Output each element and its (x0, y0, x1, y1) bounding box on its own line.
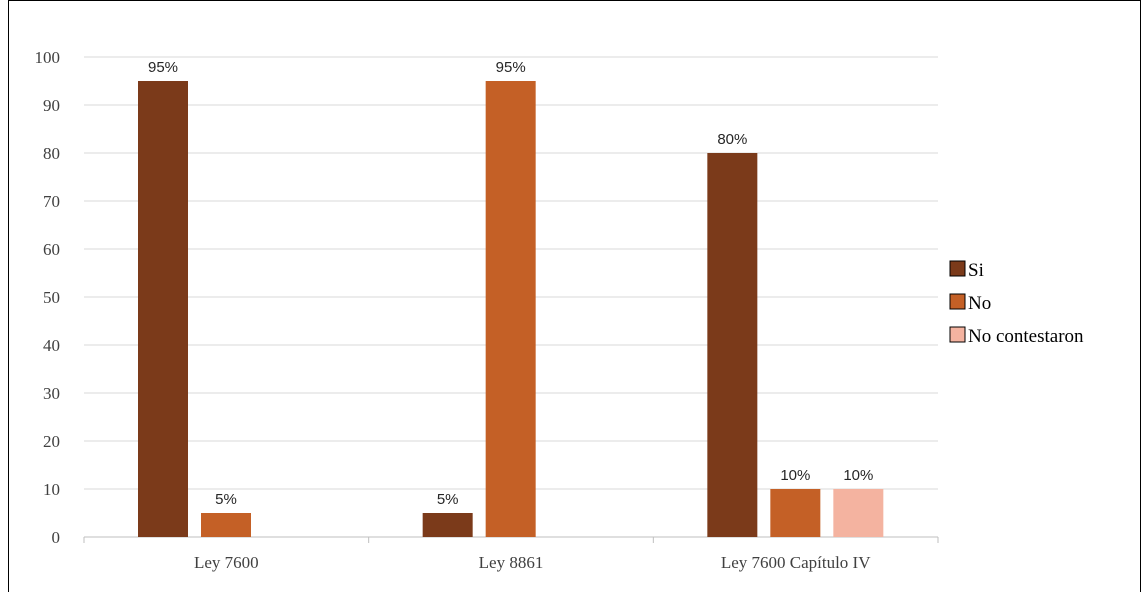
bar-no (485, 81, 536, 537)
bar-no (201, 513, 251, 537)
data-label: 5% (437, 491, 459, 508)
bar-si (138, 81, 188, 537)
x-tick-label: Ley 8861 (479, 553, 544, 572)
bar-si (707, 153, 758, 537)
data-label: 95% (496, 59, 526, 76)
y-tick-label: 60 (43, 240, 60, 259)
y-tick-label: 100 (35, 48, 61, 67)
y-tick-label: 30 (43, 384, 60, 403)
y-tick-label: 80 (43, 144, 60, 163)
y-tick-label: 0 (52, 528, 61, 547)
bar-si (422, 513, 473, 537)
legend-label: No (968, 293, 991, 314)
legend-swatch (949, 326, 966, 343)
legend-swatch (949, 293, 966, 310)
data-label: 10% (780, 467, 810, 484)
bar-no-contestaron (833, 489, 884, 537)
y-tick-label: 90 (43, 96, 60, 115)
y-tick-label: 10 (43, 480, 60, 499)
data-label: 5% (215, 491, 237, 508)
y-tick-label: 40 (43, 336, 60, 355)
data-label: 10% (843, 467, 873, 484)
chart-frame (8, 0, 1141, 592)
data-label: 80% (717, 131, 747, 148)
legend-label: No contestaron (968, 326, 1084, 347)
x-tick-label: Ley 7600 Capítulo IV (721, 553, 871, 572)
legend-label: Si (968, 260, 984, 281)
legend-swatch (949, 260, 966, 277)
data-label: 95% (148, 59, 178, 76)
y-tick-label: 20 (43, 432, 60, 451)
y-tick-label: 70 (43, 192, 60, 211)
bar-no (770, 489, 821, 537)
x-tick-label: Ley 7600 (194, 553, 259, 572)
y-tick-label: 50 (43, 288, 60, 307)
